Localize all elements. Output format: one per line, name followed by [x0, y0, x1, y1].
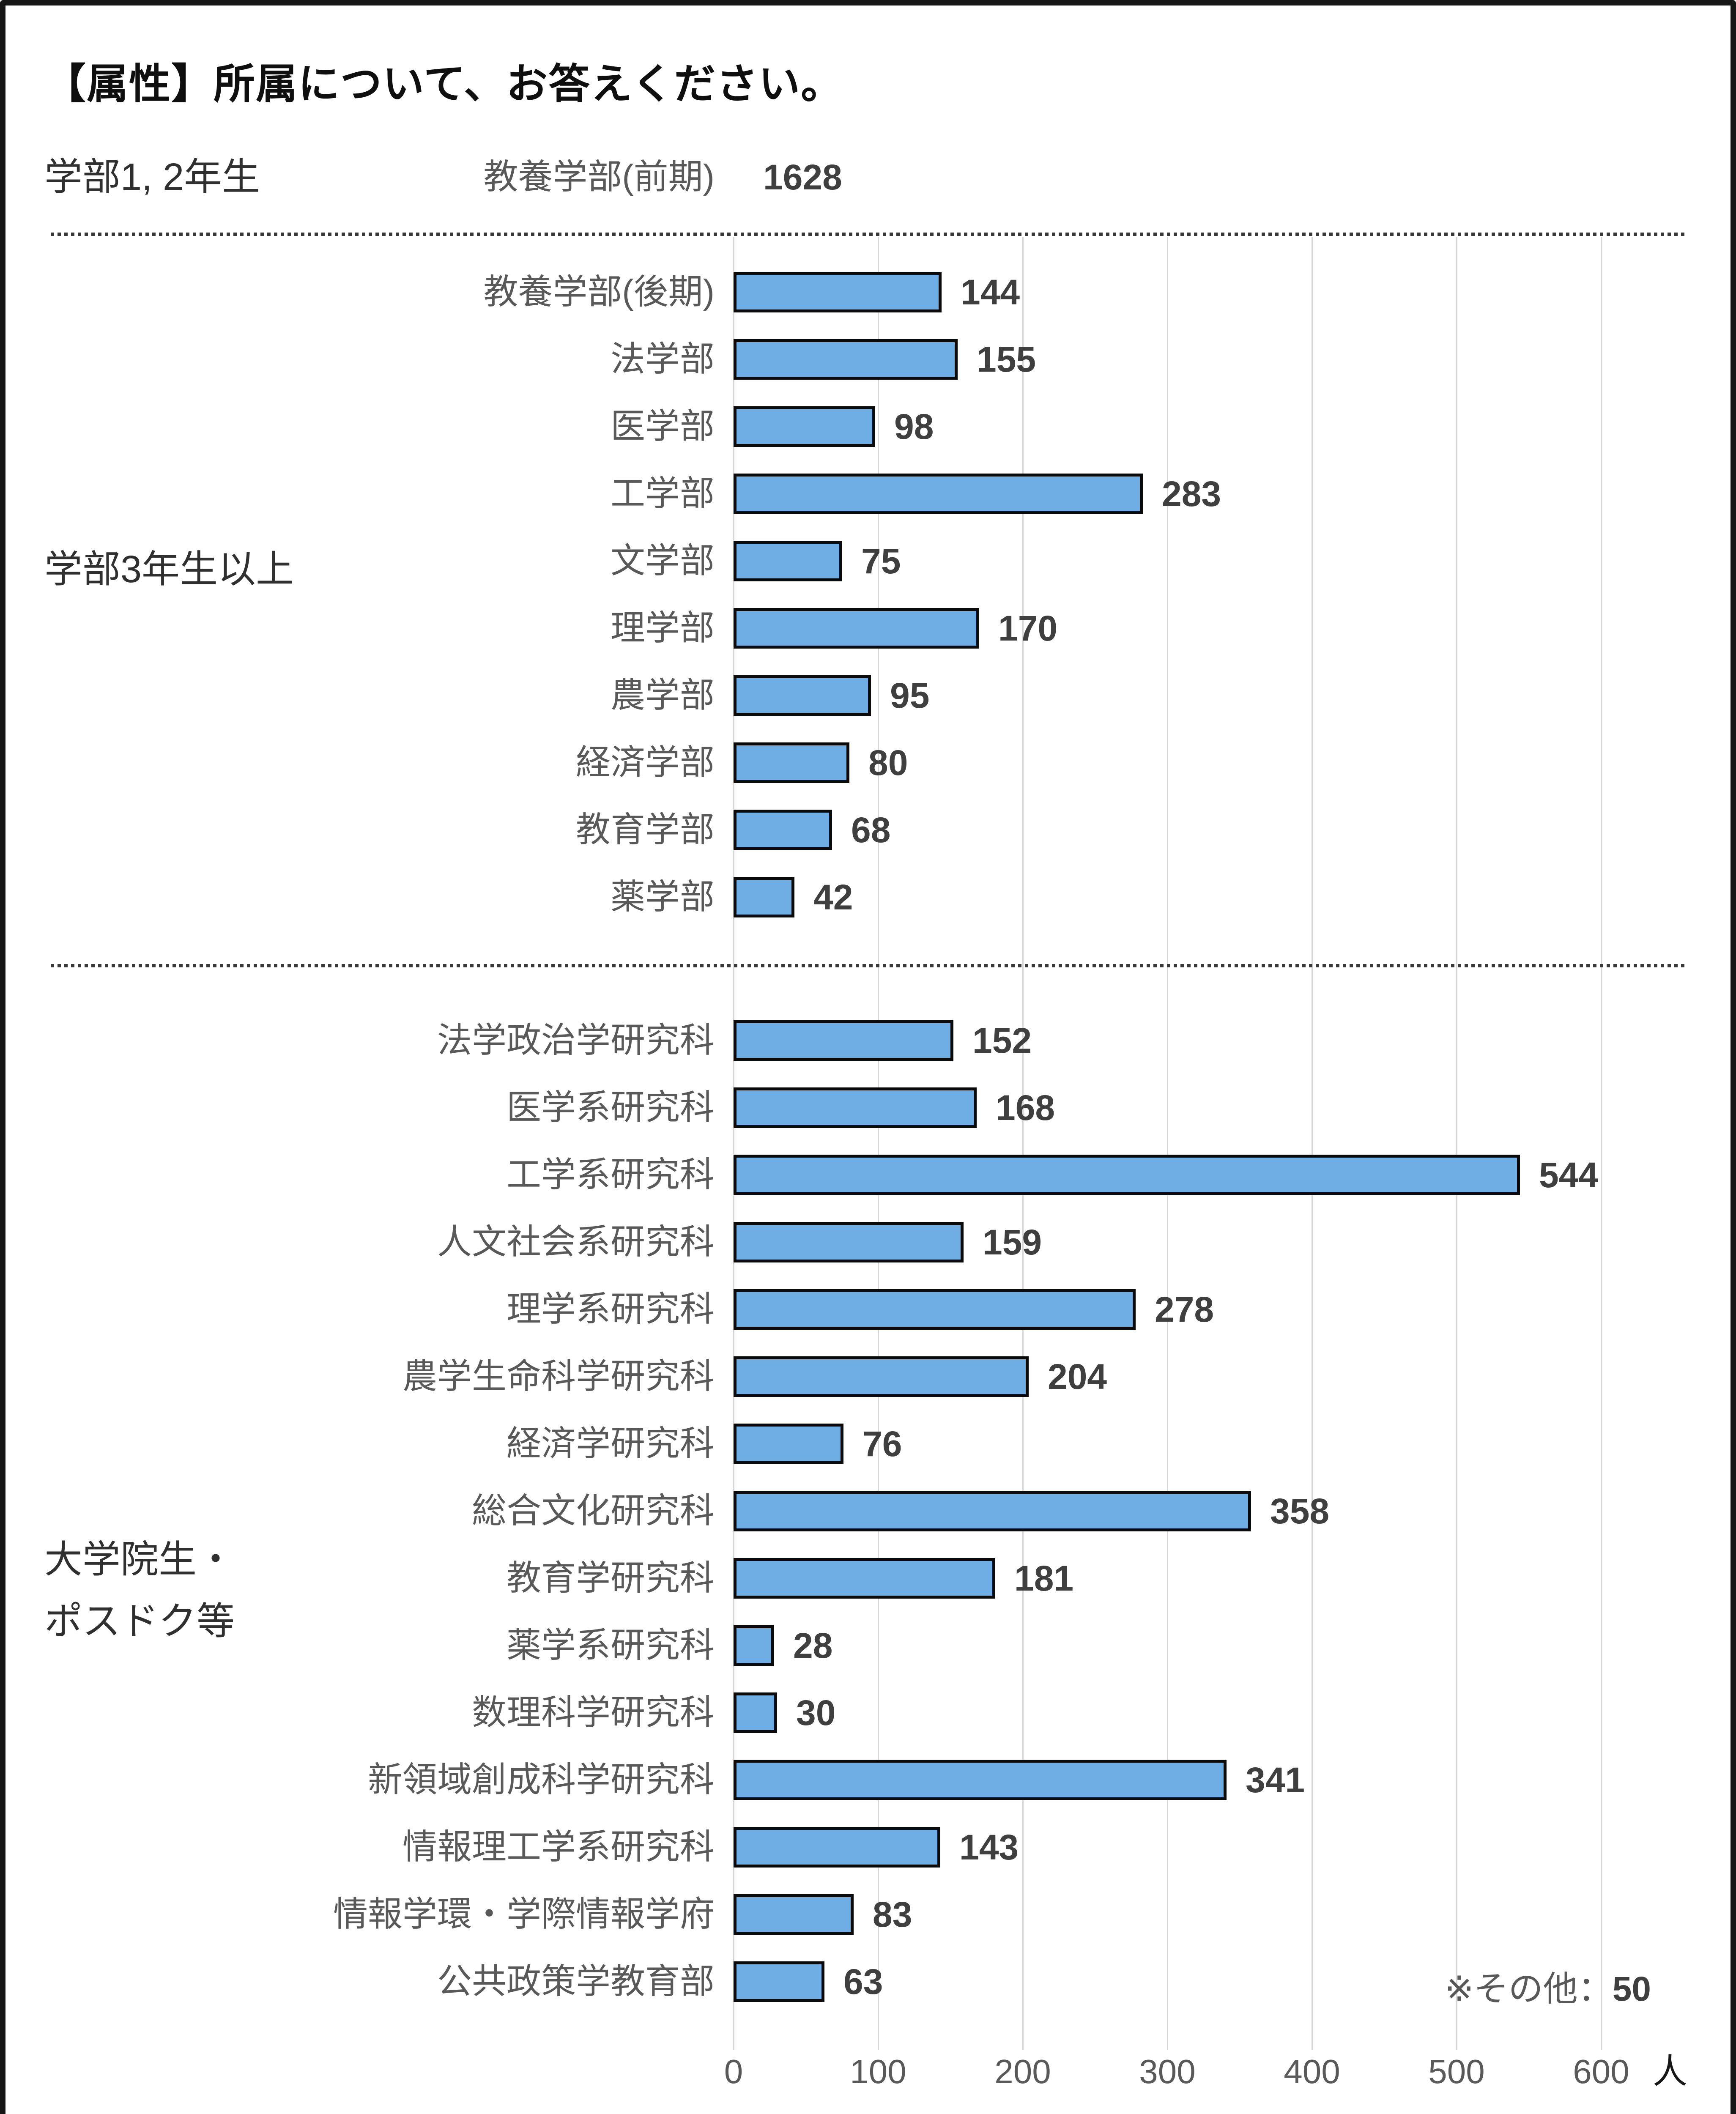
- bar: [734, 1424, 843, 1464]
- value-label: 76: [863, 1424, 902, 1464]
- bar: [734, 1894, 854, 1935]
- value-label: 283: [1162, 474, 1221, 514]
- bar: [734, 474, 1143, 514]
- x-axis-tick-0: 0: [724, 2053, 743, 2090]
- category-label: 教育学研究科: [506, 1559, 715, 1597]
- value-label: 358: [1270, 1491, 1330, 1531]
- category-label: 文学部: [610, 542, 715, 580]
- category-label: 薬学部: [610, 878, 715, 916]
- value-label: 28: [793, 1626, 833, 1665]
- value-label: 144: [961, 272, 1020, 312]
- value-label: 341: [1246, 1760, 1305, 1800]
- category-label: 経済学研究科: [506, 1424, 715, 1463]
- bar: [734, 1625, 774, 1666]
- bar: [734, 1222, 964, 1262]
- x-axis-tick-100: 100: [850, 2053, 906, 2090]
- value-label: 181: [1014, 1558, 1074, 1598]
- bar: [734, 406, 875, 447]
- bar: [734, 810, 832, 850]
- category-label: 情報学環・学際情報学府: [333, 1895, 715, 1933]
- value-label: 170: [998, 608, 1058, 648]
- footnote-value: 50: [1612, 1970, 1651, 2008]
- x-axis-tick-400: 400: [1284, 2053, 1340, 2090]
- value-label: 30: [796, 1693, 836, 1733]
- value-label: 83: [873, 1895, 912, 1934]
- bar: [734, 1356, 1029, 1397]
- x-axis-tick-200: 200: [994, 2053, 1051, 2090]
- bar: [734, 339, 958, 380]
- value-label: 80: [868, 743, 908, 783]
- footnote-label: ※その他：: [1445, 1970, 1613, 2008]
- category-label: 人文社会系研究科: [437, 1223, 715, 1261]
- value-label: 544: [1539, 1155, 1599, 1195]
- category-label: 薬学系研究科: [506, 1626, 715, 1665]
- x-axis-unit-label: 人: [1652, 2052, 1688, 2091]
- bar: [734, 1827, 940, 1868]
- value-label: 42: [813, 877, 853, 917]
- category-label: 情報理工学系研究科: [402, 1828, 715, 1866]
- category-label: 理学部: [610, 609, 715, 647]
- plot-gridlines: [733, 237, 1602, 2050]
- category-label: 農学生命科学研究科: [402, 1357, 715, 1396]
- value-label: 159: [983, 1222, 1042, 1262]
- category-label: 工学部: [610, 474, 715, 513]
- section-header-1: 学部1, 2年生: [44, 156, 260, 198]
- value-label: 98: [894, 407, 934, 446]
- category-label: 医学部: [610, 407, 715, 446]
- section-header-3: 大学院生・ ポスドク等: [44, 1539, 235, 1643]
- category-label: 教育学部: [575, 811, 715, 849]
- value-label: 75: [861, 541, 901, 581]
- bar: [734, 541, 842, 581]
- value-label: 152: [972, 1021, 1032, 1060]
- bar: [734, 1491, 1251, 1531]
- value-label: 204: [1048, 1357, 1107, 1397]
- section-divider-2: [51, 964, 1687, 967]
- category-label: 教養学部(後期): [483, 273, 715, 311]
- bar: [734, 1020, 953, 1061]
- chart-title: 【属性】所属について、お答えください。: [44, 60, 843, 107]
- value-label: 168: [996, 1088, 1055, 1128]
- category-label: 総合文化研究科: [471, 1492, 715, 1530]
- bar: [734, 742, 849, 783]
- x-axis-tick-600: 600: [1573, 2053, 1629, 2090]
- bar: [734, 1692, 777, 1733]
- bar: [734, 1289, 1136, 1330]
- bar: [734, 1558, 995, 1599]
- bar: [734, 1760, 1227, 1800]
- category-label: 経済学部: [575, 743, 715, 782]
- bar: [734, 1155, 1520, 1195]
- value-label: 63: [843, 1962, 883, 2002]
- bar: [734, 675, 871, 716]
- bar: [734, 272, 942, 312]
- value-label: 1628: [763, 157, 842, 197]
- category-label: 農学部: [610, 676, 715, 715]
- x-axis-tick-500: 500: [1428, 2053, 1485, 2090]
- bar: [734, 877, 794, 917]
- value-label: 143: [959, 1827, 1019, 1867]
- category-label: 教養学部(前期): [483, 158, 715, 196]
- category-label: 公共政策学教育部: [437, 1962, 715, 2001]
- category-label: 新領域創成科学研究科: [367, 1761, 715, 1799]
- bar: [734, 1961, 824, 2002]
- footnote: ※その他：50: [1445, 1972, 1651, 2007]
- value-label: 95: [890, 676, 930, 715]
- value-label: 278: [1155, 1290, 1214, 1329]
- value-label: 155: [977, 340, 1036, 379]
- value-label: 68: [851, 810, 891, 850]
- category-label: 医学系研究科: [506, 1088, 715, 1127]
- bar: [734, 608, 979, 649]
- category-label: 法学政治学研究科: [437, 1021, 715, 1060]
- category-label: 工学系研究科: [506, 1156, 715, 1194]
- category-label: 数理科学研究科: [471, 1693, 715, 1732]
- category-label: 法学部: [610, 340, 715, 378]
- section-divider-1: [51, 233, 1687, 236]
- bar: [734, 1087, 977, 1128]
- x-axis-tick-300: 300: [1139, 2053, 1196, 2090]
- section-header-2: 学部3年生以上: [44, 548, 294, 591]
- category-label: 理学系研究科: [506, 1290, 715, 1328]
